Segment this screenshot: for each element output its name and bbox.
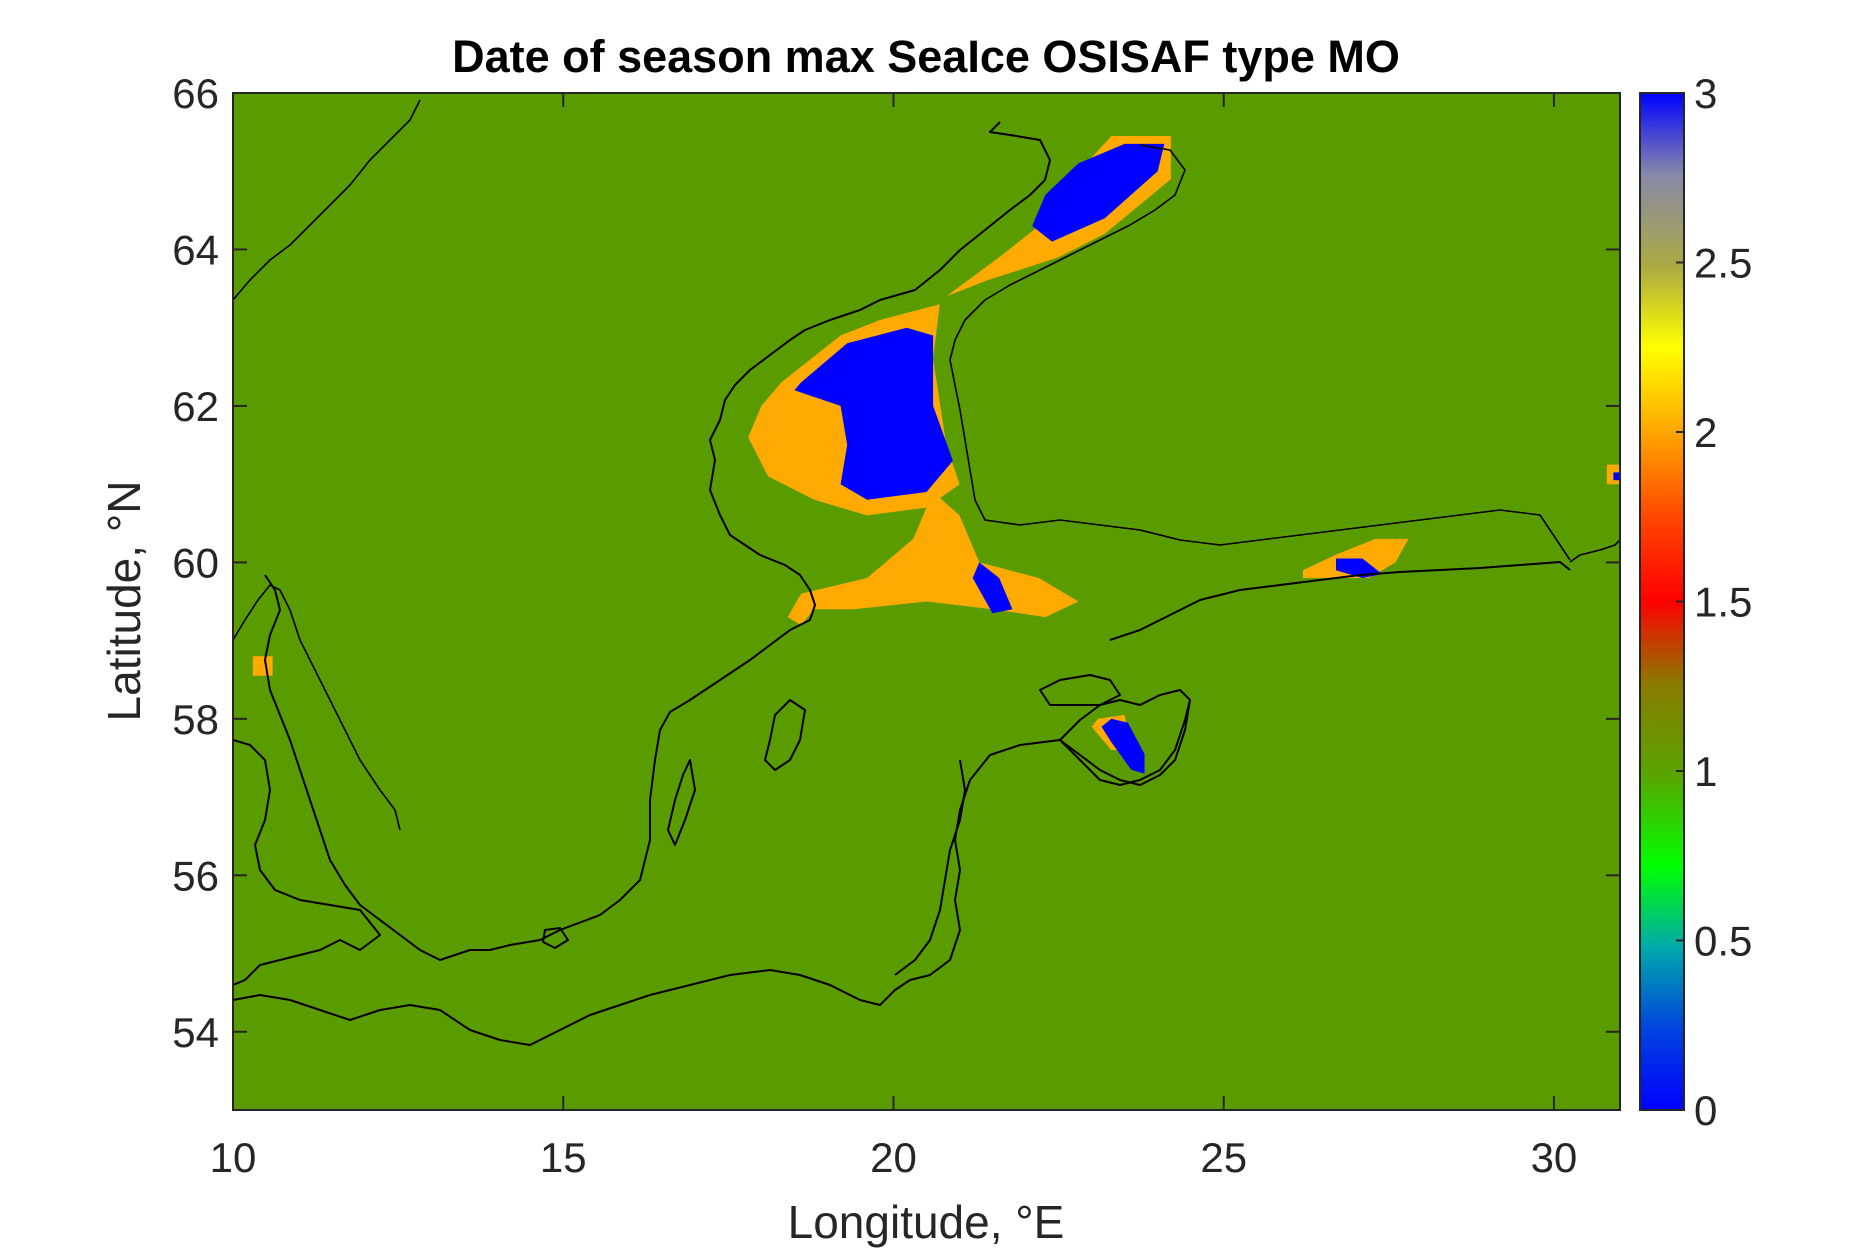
colorbar-ticks: 0 0.5 1 1.5 2 2.5 3 <box>1676 70 1752 1134</box>
colorbar-tick-label: 1 <box>1694 748 1717 795</box>
x-tick-label: 15 <box>540 1134 587 1181</box>
coastline-bornholm <box>542 927 569 949</box>
coastline-norway <box>233 99 421 301</box>
coastline-estonia <box>1109 561 1571 641</box>
ice-region-value-2-10 <box>252 656 273 676</box>
y-axis-ticks: 54 56 58 60 62 64 66 <box>172 70 1620 1056</box>
ice-region-value-2-6 <box>1303 538 1409 578</box>
y-tick-label: 54 <box>172 1009 219 1056</box>
coastline-gotland <box>764 699 806 771</box>
ice-region-value-0-9 <box>1101 718 1145 774</box>
x-tick-label: 30 <box>1531 1134 1578 1181</box>
ice-region-value-0-3 <box>794 327 953 500</box>
x-axis-label: Longitude, °E <box>788 1196 1065 1248</box>
ice-regions <box>252 136 1620 774</box>
colorbar-tick-label: 2 <box>1694 409 1717 456</box>
y-tick-label: 66 <box>172 70 219 117</box>
coastlines <box>233 99 1620 1046</box>
colorbar-tick-label: 1.5 <box>1694 579 1752 626</box>
ice-region-value-0-1 <box>1032 143 1165 242</box>
ice-region-value-2-4 <box>787 492 1079 625</box>
coastline-finland-south <box>1059 509 1571 561</box>
y-tick-label: 58 <box>172 696 219 743</box>
coastline-gulf-of-riga <box>1059 689 1191 786</box>
x-tick-label: 10 <box>210 1134 257 1181</box>
chart-title: Date of season max SeaIce OSISAF type MO <box>452 31 1400 82</box>
colorbar-tick-label: 0.5 <box>1694 918 1752 965</box>
coastline-baltics <box>894 759 966 976</box>
x-axis-ticks: 10 15 20 25 30 <box>210 93 1578 1181</box>
coastline-norway-south <box>233 584 401 831</box>
coastline-sweden <box>264 121 1051 961</box>
coastline-south-baltic <box>233 699 1191 1046</box>
coastline-oland <box>667 759 696 846</box>
y-axis-label: Latitude, °N <box>98 481 150 722</box>
colorbar-tick-label: 3 <box>1694 70 1717 117</box>
y-tick-label: 64 <box>172 226 219 273</box>
colorbar-tick-label: 0 <box>1694 1087 1717 1134</box>
colorbar-tick-label: 2.5 <box>1694 240 1752 287</box>
coastline-denmark <box>233 739 381 986</box>
coastline-saaremaa <box>1039 674 1121 706</box>
ice-region-value-0-5 <box>972 562 1013 614</box>
ice-region-value-0-12 <box>1613 472 1620 481</box>
y-tick-label: 62 <box>172 383 219 430</box>
plot-frame <box>232 92 1621 1111</box>
y-tick-label: 60 <box>172 539 219 586</box>
y-tick-label: 56 <box>172 852 219 899</box>
coastline-ladoga <box>1569 539 1620 563</box>
x-tick-label: 25 <box>1200 1134 1247 1181</box>
ice-region-value-0-7 <box>1336 558 1383 578</box>
coastline-finland-west <box>949 144 1186 526</box>
x-tick-label: 20 <box>870 1134 917 1181</box>
